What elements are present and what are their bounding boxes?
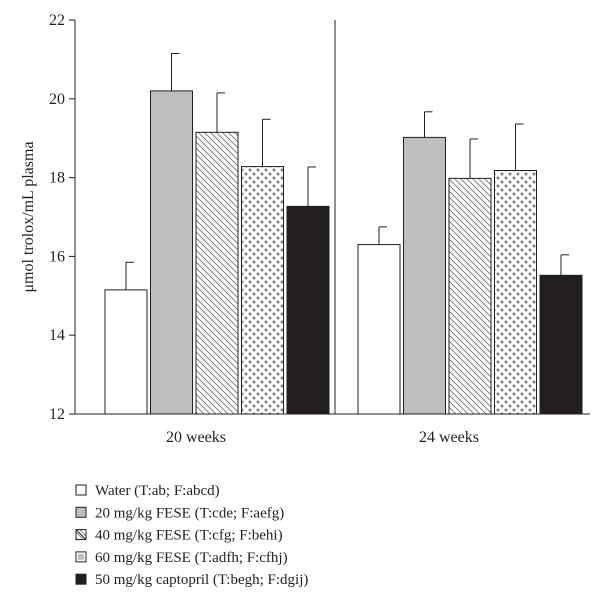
bar-dots-2 [494,170,537,415]
legend-swatch-gray [75,506,87,518]
y-tick-label: 18 [49,170,65,187]
y-tick-label: 16 [49,248,65,265]
legend-swatch-black [75,573,87,585]
y-tick-label: 20 [49,91,65,108]
legend-swatch-dots-fill [78,553,84,560]
legend-swatch-empty [75,484,87,496]
bar-gray-1 [150,90,193,415]
y-tick-label: 14 [49,327,65,344]
legend-label: Water (T:ab; F:abcd) [95,483,220,499]
legend-swatch-hatch-line [75,529,87,540]
legend-label: 60 mg/kg FESE (T:adfh; F:cfhj) [95,550,288,566]
y-tick-label: 22 [49,12,65,29]
bar-dots-1 [241,166,284,415]
bar-black-2 [539,274,583,415]
bar-empty-2 [357,244,401,415]
x-category-label: 24 weeks [419,429,479,446]
y-tick-label: 12 [49,406,65,423]
bar-black-1 [286,205,330,415]
x-category-label: 20 weeks [166,429,226,446]
legend-label: 40 mg/kg FESE (T:cfg; F:behi) [95,528,283,544]
bar-empty-1 [104,289,148,415]
bar-hatch-2 [448,177,492,415]
legend-label: 20 mg/kg FESE (T:cde; F:aefg) [95,505,284,521]
legend-label: 50 mg/kg captopril (T:begh; F:dgij) [95,572,308,588]
y-axis-title: μmol trolox/mL plasma [20,141,37,292]
bar-gray-2 [403,136,446,415]
bar-hatch-1 [195,131,239,415]
